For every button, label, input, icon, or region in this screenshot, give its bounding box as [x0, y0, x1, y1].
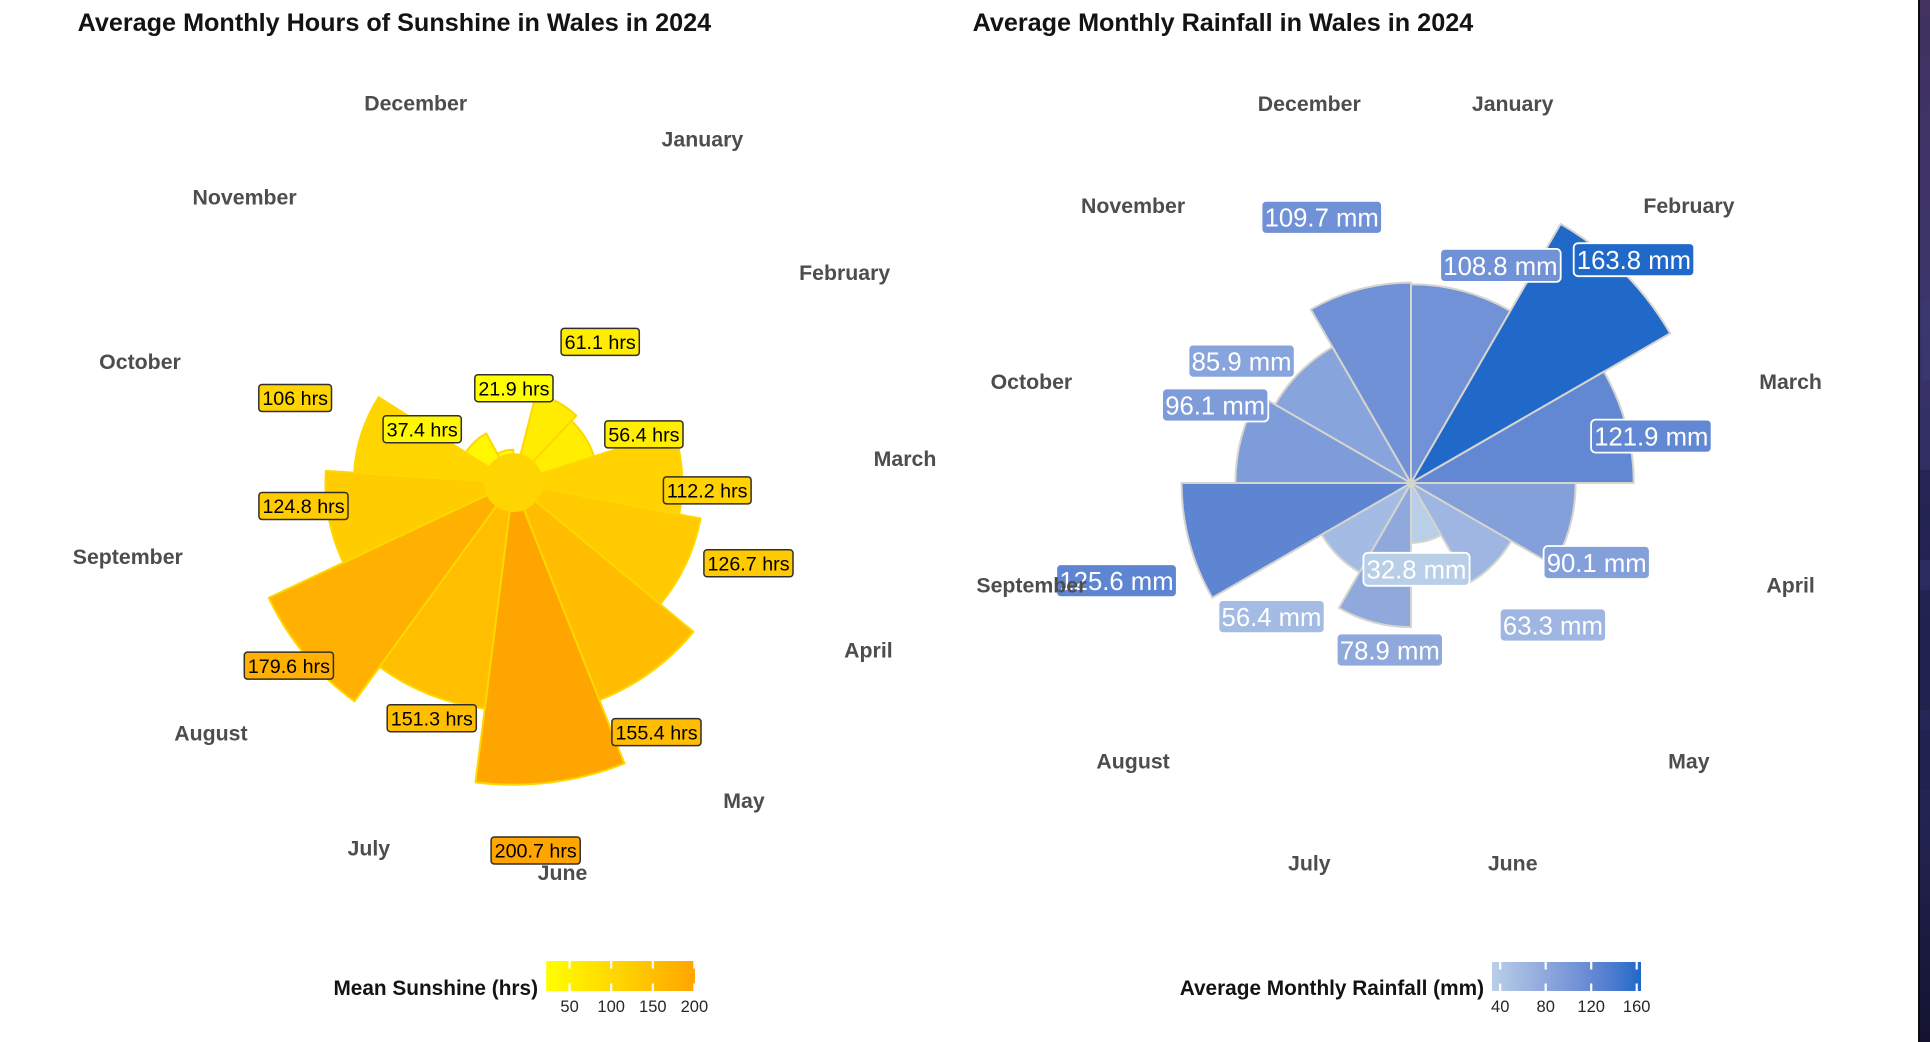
- svg-text:85.9 mm: 85.9 mm: [1192, 349, 1292, 377]
- svg-text:June: June: [538, 861, 588, 885]
- svg-text:163.8 mm: 163.8 mm: [1577, 247, 1691, 275]
- svg-text:121.9 mm: 121.9 mm: [1594, 424, 1708, 452]
- svg-text:56.4 mm: 56.4 mm: [1222, 604, 1322, 632]
- svg-text:February: February: [1643, 194, 1734, 218]
- svg-text:80: 80: [1537, 998, 1555, 1016]
- svg-text:December: December: [364, 91, 467, 115]
- svg-text:40: 40: [1491, 998, 1509, 1016]
- svg-text:Average Monthly Hours of Sunsh: Average Monthly Hours of Sunshine in Wal…: [78, 9, 712, 37]
- svg-text:August: August: [174, 722, 247, 746]
- svg-text:155.4 hrs: 155.4 hrs: [615, 722, 697, 744]
- svg-text:37.4 hrs: 37.4 hrs: [387, 419, 458, 441]
- svg-text:November: November: [1081, 194, 1185, 218]
- svg-text:July: July: [1288, 851, 1331, 875]
- svg-text:November: November: [193, 185, 297, 209]
- svg-text:126.7 hrs: 126.7 hrs: [707, 554, 789, 576]
- svg-text:February: February: [799, 261, 890, 285]
- svg-text:200: 200: [681, 998, 709, 1016]
- svg-text:June: June: [1488, 851, 1538, 875]
- svg-text:63.3 mm: 63.3 mm: [1503, 612, 1603, 640]
- svg-text:Average Monthly Rainfall (mm): Average Monthly Rainfall (mm): [1180, 977, 1484, 1000]
- svg-text:150: 150: [639, 998, 667, 1016]
- svg-text:112.2 hrs: 112.2 hrs: [667, 481, 748, 503]
- svg-text:March: March: [1759, 370, 1822, 394]
- svg-text:56.4 hrs: 56.4 hrs: [608, 425, 679, 447]
- svg-text:120: 120: [1577, 998, 1605, 1016]
- svg-text:May: May: [723, 789, 765, 813]
- svg-text:32.8 mm: 32.8 mm: [1367, 557, 1467, 585]
- svg-text:100: 100: [597, 998, 625, 1016]
- svg-text:October: October: [99, 350, 181, 374]
- svg-text:August: August: [1096, 750, 1169, 774]
- svg-text:March: March: [874, 447, 937, 471]
- svg-text:December: December: [1258, 92, 1361, 116]
- svg-text:125.6 mm: 125.6 mm: [1059, 568, 1173, 596]
- svg-text:October: October: [991, 370, 1073, 394]
- svg-text:124.8 hrs: 124.8 hrs: [262, 496, 344, 518]
- svg-text:50: 50: [560, 998, 578, 1016]
- svg-text:109.7 mm: 109.7 mm: [1265, 205, 1379, 233]
- svg-text:179.6 hrs: 179.6 hrs: [248, 656, 330, 678]
- svg-text:September: September: [73, 545, 183, 569]
- svg-text:January: January: [1472, 92, 1554, 116]
- svg-text:160: 160: [1623, 998, 1651, 1016]
- svg-text:90.1 mm: 90.1 mm: [1547, 550, 1647, 578]
- svg-text:Mean Sunshine (hrs): Mean Sunshine (hrs): [333, 977, 538, 1000]
- svg-text:200.7 hrs: 200.7 hrs: [495, 841, 577, 863]
- svg-text:September: September: [976, 574, 1086, 598]
- svg-text:July: July: [347, 836, 390, 860]
- svg-text:April: April: [844, 639, 893, 663]
- svg-text:78.9 mm: 78.9 mm: [1340, 637, 1440, 665]
- svg-text:151.3 hrs: 151.3 hrs: [391, 708, 473, 730]
- svg-text:January: January: [662, 128, 744, 152]
- svg-text:May: May: [1668, 750, 1710, 774]
- svg-text:April: April: [1766, 574, 1815, 598]
- svg-text:61.1 hrs: 61.1 hrs: [565, 332, 636, 354]
- svg-text:21.9 hrs: 21.9 hrs: [478, 378, 549, 400]
- svg-text:Average Monthly Rainfall in Wa: Average Monthly Rainfall in Wales in 202…: [973, 9, 1474, 37]
- svg-text:96.1 mm: 96.1 mm: [1165, 392, 1265, 420]
- svg-text:108.8 mm: 108.8 mm: [1443, 253, 1557, 281]
- svg-text:106 hrs: 106 hrs: [262, 388, 328, 410]
